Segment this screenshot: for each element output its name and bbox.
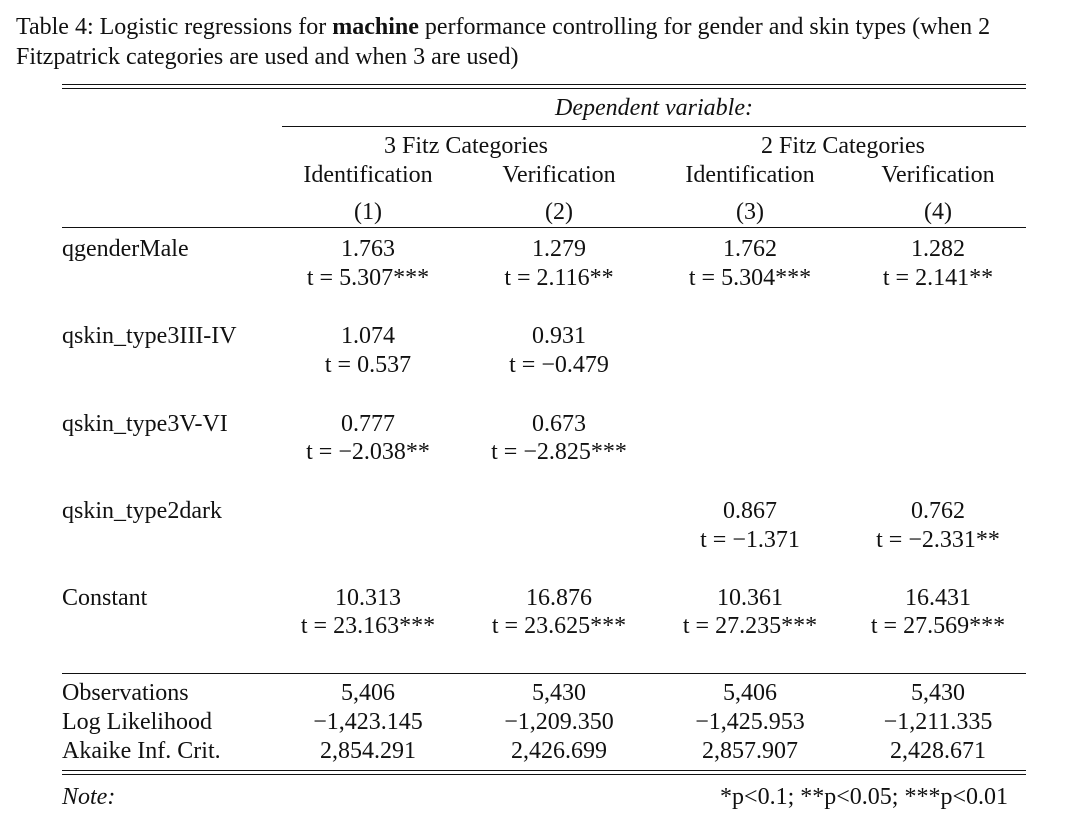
dependent-variable-label: Dependent variable: (555, 95, 753, 121)
coef-cell: 0.673 (532, 411, 586, 437)
stat-cell: −1,423.145 (313, 709, 423, 735)
t-stat-cell: t = −2.331** (876, 527, 1000, 553)
t-stat-cell: t = −0.479 (509, 352, 609, 378)
caption-suffix: performance controlling for gender and s… (16, 14, 991, 70)
row-label: qskin_type3V-VI (62, 411, 228, 437)
t-stat-cell: t = −2.038** (306, 439, 430, 465)
stat-cell: −1,209.350 (504, 709, 614, 735)
coef-cell: 16.876 (526, 585, 592, 611)
group-header-3fitz: 3 Fitz Categories (384, 133, 548, 159)
column-header: Identification (303, 162, 433, 188)
stat-cell: 5,406 (341, 680, 395, 706)
stat-cell: −1,425.953 (695, 709, 805, 735)
stat-cell: 2,428.671 (890, 738, 986, 764)
coef-cell: 1.074 (341, 323, 395, 349)
t-stat-cell: t = 5.304*** (688, 265, 812, 291)
t-stat-cell: t = 27.235*** (682, 613, 818, 639)
stat-cell: 2,426.699 (511, 738, 607, 764)
stat-label: Log Likelihood (62, 709, 212, 735)
coef-cell: 0.777 (341, 411, 395, 437)
coef-cell: 10.361 (717, 585, 783, 611)
column-number: (2) (545, 199, 573, 225)
stat-cell: 5,430 (532, 680, 586, 706)
t-stat-cell: t = 23.625*** (491, 613, 627, 639)
column-number: (3) (736, 199, 764, 225)
row-label: qskin_type2dark (62, 498, 222, 524)
coef-cell: 1.282 (911, 236, 965, 262)
table-caption: Table 4: Logistic regressions for machin… (16, 12, 1076, 72)
t-stat-cell: t = 27.569*** (870, 613, 1006, 639)
column-header: Identification (685, 162, 815, 188)
bottom-rule-2 (62, 774, 1026, 775)
t-stat-cell: t = 0.537 (324, 352, 412, 378)
significance-note: *p<0.1; **p<0.05; ***p<0.01 (720, 784, 1008, 810)
group-header-2fitz: 2 Fitz Categories (761, 133, 925, 159)
header-rule (62, 227, 1026, 228)
row-label: qskin_type3III-IV (62, 323, 237, 349)
note-label: Note: (62, 784, 116, 810)
caption-bold: machine (332, 14, 419, 40)
coef-cell: 0.762 (911, 498, 965, 524)
stats-rule (62, 673, 1026, 674)
row-label: Constant (62, 585, 148, 611)
t-stat-cell: t = −1.371 (700, 527, 800, 553)
stat-cell: 5,430 (911, 680, 965, 706)
top-rule-2 (62, 88, 1026, 89)
column-number: (4) (924, 199, 952, 225)
column-number: (1) (354, 199, 382, 225)
top-rule-1 (62, 84, 1026, 85)
column-header: Verification (502, 162, 616, 188)
coef-cell: 10.313 (335, 585, 401, 611)
coef-cell: 0.931 (532, 323, 586, 349)
stat-cell: −1,211.335 (883, 709, 993, 735)
t-stat-cell: t = −2.825*** (491, 439, 627, 465)
t-stat-cell: t = 23.163*** (300, 613, 436, 639)
coef-cell: 1.762 (723, 236, 777, 262)
row-label: qgenderMale (62, 236, 189, 262)
t-stat-cell: t = 5.307*** (306, 265, 430, 291)
bottom-rule-1 (62, 770, 1026, 771)
coef-cell: 0.867 (723, 498, 777, 524)
caption-prefix: Table 4: Logistic regressions for (16, 14, 333, 40)
column-header: Verification (881, 162, 995, 188)
t-stat-cell: t = 2.116** (504, 265, 614, 291)
stat-label: Akaike Inf. Crit. (62, 738, 221, 764)
dep-var-rule (282, 126, 1026, 127)
t-stat-cell: t = 2.141** (882, 265, 994, 291)
coef-cell: 16.431 (905, 585, 971, 611)
stat-label: Observations (62, 680, 189, 706)
coef-cell: 1.279 (532, 236, 586, 262)
stat-cell: 2,854.291 (320, 738, 416, 764)
stat-cell: 5,406 (723, 680, 777, 706)
stat-cell: 2,857.907 (702, 738, 798, 764)
coef-cell: 1.763 (341, 236, 395, 262)
